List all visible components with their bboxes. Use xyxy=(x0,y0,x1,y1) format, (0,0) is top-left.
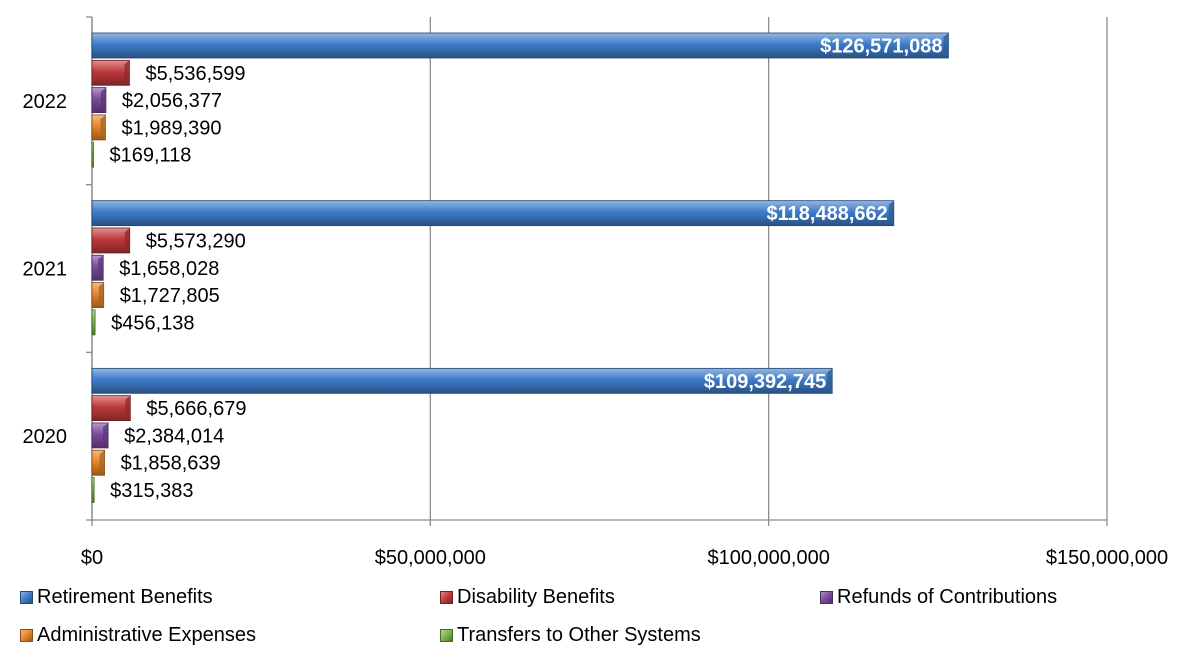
legend-swatch xyxy=(440,629,453,642)
data-label: $5,536,599 xyxy=(145,63,245,85)
data-label: $315,383 xyxy=(110,480,193,502)
legend-label: Retirement Benefits xyxy=(37,586,213,608)
data-label: $5,666,679 xyxy=(146,398,246,420)
legend-item: Transfers to Other Systems xyxy=(440,624,701,647)
data-label: $2,384,014 xyxy=(124,425,224,447)
bar-bevel xyxy=(98,255,104,281)
category-label: 2022 xyxy=(23,91,68,113)
legend-swatch xyxy=(440,591,453,604)
data-label: $5,573,290 xyxy=(146,230,246,252)
data-label: $1,989,390 xyxy=(121,117,221,139)
data-label: $169,118 xyxy=(110,145,192,167)
bar-bevel xyxy=(100,87,106,113)
bar xyxy=(91,395,131,422)
x-tick-label: $150,000,000 xyxy=(1046,547,1168,569)
bar-bevel xyxy=(943,33,949,58)
legend-swatch xyxy=(820,591,833,604)
bar-bevel xyxy=(124,227,130,253)
x-tick-label: $100,000,000 xyxy=(707,547,829,569)
bar-chart: $0 $50,000,000 $100,000,000 $150,000,000 202… xyxy=(23,16,1168,569)
legend-swatch xyxy=(20,629,33,642)
legend-item: Refunds of Contributions xyxy=(820,586,1057,609)
bar-bevel xyxy=(827,368,833,394)
bar-bevel xyxy=(125,395,131,421)
bar xyxy=(91,309,96,336)
data-label: $109,392,745 xyxy=(704,371,826,393)
data-label: $1,727,805 xyxy=(120,285,220,307)
x-tick-label: $50,000,000 xyxy=(375,547,486,569)
bar xyxy=(91,59,130,86)
data-label: $2,056,377 xyxy=(122,90,222,112)
bar-bevel xyxy=(99,450,105,476)
category-label: 2021 xyxy=(23,259,68,281)
legend-label: Disability Benefits xyxy=(457,586,615,608)
legend-label: Administrative Expenses xyxy=(37,624,256,646)
category-label: 2020 xyxy=(23,426,68,448)
data-label: $456,138 xyxy=(111,312,194,334)
data-label: $126,571,088 xyxy=(820,36,942,58)
bar-bevel xyxy=(100,114,106,140)
x-tick-label: $0 xyxy=(81,547,103,569)
legend-item: Retirement Benefits xyxy=(20,586,213,609)
bar-bevel xyxy=(888,200,894,226)
legend-item: Disability Benefits xyxy=(440,586,615,609)
bar-bevel xyxy=(98,282,104,308)
legend: Retirement Benefits Disability Benefits Re… xyxy=(0,586,1180,654)
legend-item: Administrative Expenses xyxy=(20,624,256,647)
bar xyxy=(91,367,833,394)
bar xyxy=(91,477,95,503)
data-label: $1,858,639 xyxy=(121,453,221,475)
data-label: $118,488,662 xyxy=(767,203,888,225)
bar xyxy=(91,200,895,227)
bar xyxy=(91,141,94,168)
bar xyxy=(91,227,131,254)
bar-bevel xyxy=(103,422,109,448)
bar-bevel xyxy=(124,60,130,86)
legend-label: Refunds of Contributions xyxy=(837,586,1058,608)
data-label: $1,658,028 xyxy=(119,258,219,280)
legend-swatch xyxy=(20,591,33,604)
legend-label: Transfers to Other Systems xyxy=(457,624,701,646)
